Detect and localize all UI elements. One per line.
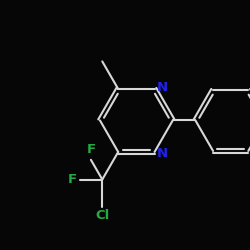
Text: N: N xyxy=(157,81,168,94)
Text: F: F xyxy=(86,144,96,156)
Text: Cl: Cl xyxy=(95,209,110,222)
Text: F: F xyxy=(68,173,77,186)
Text: N: N xyxy=(157,146,168,160)
